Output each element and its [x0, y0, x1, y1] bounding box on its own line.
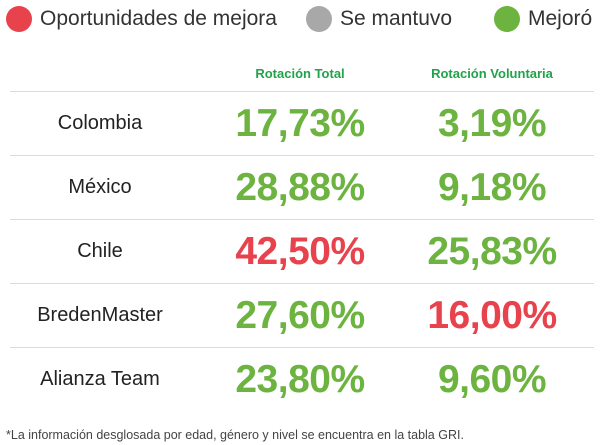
legend-label: Se mantuvo: [340, 7, 453, 30]
row-divider: [10, 283, 594, 284]
row-divider: [10, 155, 594, 156]
table-row: México 28,88% 9,18%: [0, 155, 600, 219]
rotacion-voluntaria-value: 3,19%: [437, 102, 547, 145]
row-divider: [10, 347, 594, 348]
legend-label: Mejoró: [528, 7, 593, 30]
country-label: Alianza Team: [40, 368, 160, 390]
footnote: *La información desglosada por edad, gén…: [6, 428, 464, 442]
rotacion-total-value: 42,50%: [235, 230, 365, 273]
legend: Oportunidades de mejora Se mantuvo Mejor…: [0, 4, 600, 34]
country-label: México: [68, 176, 132, 198]
rotacion-voluntaria-value: 9,60%: [437, 358, 547, 401]
rotacion-total-value: 27,60%: [235, 294, 365, 337]
country-label: Colombia: [57, 112, 143, 134]
rotacion-voluntaria-value: 16,00%: [427, 294, 557, 337]
legend-item-mejoro: Mejoró: [494, 4, 592, 34]
rotacion-voluntaria-value: 9,18%: [437, 166, 547, 209]
legend-label: Oportunidades de mejora: [40, 7, 277, 30]
column-header-rotacion-total: Rotación Total: [255, 66, 345, 81]
row-divider: [10, 91, 594, 92]
row-divider: [10, 219, 594, 220]
gray-dot-icon: [306, 6, 332, 32]
rotacion-total-value: 23,80%: [235, 358, 365, 401]
column-header-rotacion-voluntaria: Rotación Voluntaria: [431, 66, 553, 81]
table-row: Colombia 17,73% 3,19%: [0, 91, 600, 155]
green-dot-icon: [494, 6, 520, 32]
red-dot-icon: [6, 6, 32, 32]
country-label: Chile: [77, 240, 123, 262]
rotacion-total-value: 28,88%: [235, 166, 365, 209]
rotacion-voluntaria-value: 25,83%: [427, 230, 557, 273]
table-row: Chile 42,50% 25,83%: [0, 219, 600, 283]
country-label: BredenMaster: [37, 304, 163, 326]
table-row: BredenMaster 27,60% 16,00%: [0, 283, 600, 347]
rotacion-total-value: 17,73%: [235, 102, 365, 145]
legend-item-se-mantuvo: Se mantuvo: [306, 4, 452, 34]
table-row: Alianza Team 23,80% 9,60%: [0, 347, 600, 411]
legend-item-oportunidades: Oportunidades de mejora: [6, 4, 277, 34]
